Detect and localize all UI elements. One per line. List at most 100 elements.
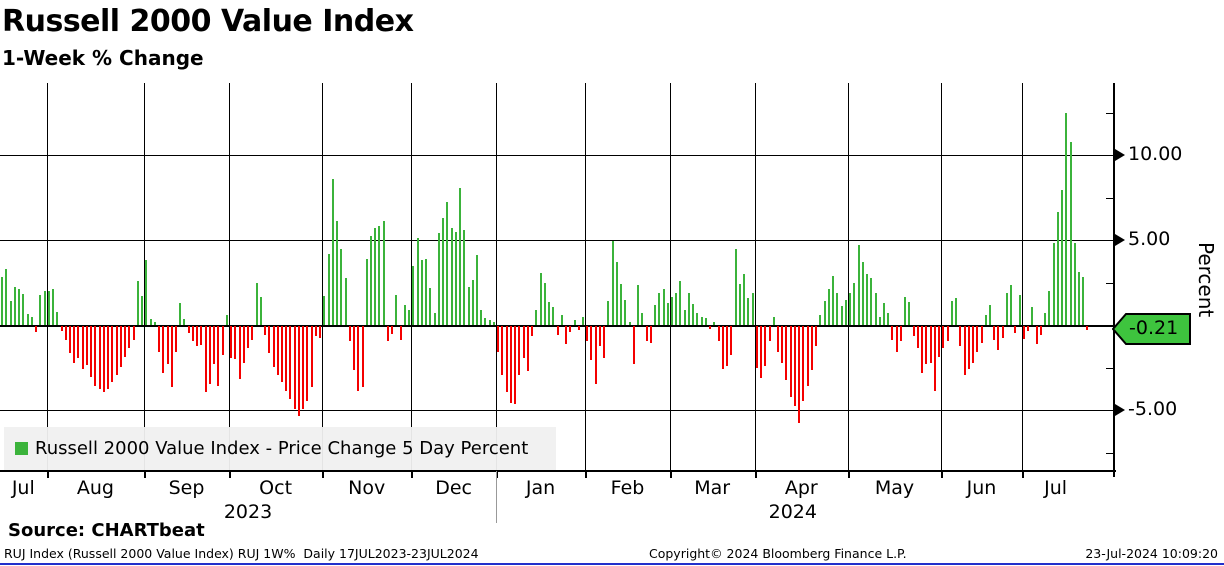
month-label: Jan (525, 477, 556, 499)
bar-up (136, 280, 139, 325)
y-tick-arrow (1115, 149, 1125, 161)
bar-up (340, 248, 343, 325)
month-gridline (496, 83, 497, 470)
bar-down (98, 326, 101, 389)
month-label: Aug (76, 477, 114, 499)
month-tick (754, 471, 757, 478)
bar-up (853, 282, 856, 325)
month-gridline (585, 83, 587, 470)
bar-down (781, 326, 784, 364)
bar-up (450, 228, 453, 325)
bar-down (124, 326, 127, 357)
bar-up (696, 313, 699, 325)
bar-down (806, 326, 809, 386)
bar-down (569, 326, 572, 332)
bar-down (1014, 326, 1017, 333)
month-label: Mar (694, 477, 731, 499)
bar-down (158, 326, 160, 352)
bar-up (52, 289, 54, 325)
bar-up (488, 319, 491, 325)
y-tick-arrow (1115, 404, 1125, 416)
bar-up (442, 217, 444, 325)
bar-down (501, 326, 504, 375)
bar-down (895, 326, 898, 352)
bar-down (391, 326, 394, 334)
bar-up (1056, 211, 1059, 325)
bar-down (238, 326, 241, 379)
bar-down (200, 326, 203, 345)
bar-down (526, 326, 529, 371)
bar-down (111, 326, 114, 383)
bar-up (56, 311, 59, 326)
bar-up (149, 319, 152, 325)
bar-down (361, 326, 364, 388)
bar-up (183, 319, 186, 325)
bar-up (662, 289, 665, 325)
bar-up (560, 314, 563, 325)
bar-down (399, 326, 402, 340)
bar-down (247, 326, 249, 349)
month-tick (322, 471, 325, 478)
bar-down (946, 326, 949, 342)
bar-down (925, 326, 928, 365)
bar-down (632, 326, 635, 365)
bar-down (509, 326, 512, 403)
bar-up (327, 253, 330, 325)
bar-down (815, 326, 818, 347)
bar-down (649, 326, 652, 343)
bar-up (539, 273, 542, 325)
bar-down (386, 326, 389, 341)
month-label: Oct (259, 477, 293, 499)
month-tick (1021, 471, 1024, 478)
bar-up (654, 304, 656, 325)
bar-up (1031, 306, 1034, 326)
bar-up (751, 292, 754, 325)
bar-up (772, 317, 775, 326)
bar-up (22, 293, 25, 326)
last-value-label: -0.21 (1129, 316, 1179, 339)
bar-down (196, 326, 199, 347)
bar-down (64, 326, 67, 341)
bar-down (276, 326, 279, 376)
month-tick (411, 471, 414, 478)
bar-down (348, 326, 351, 342)
bar-down (90, 326, 93, 377)
bar-up (832, 275, 835, 325)
bar-up (1065, 113, 1068, 325)
y-minor-tick (1106, 367, 1115, 369)
bar-up (43, 291, 46, 325)
bar-down (81, 326, 84, 369)
bar-down (603, 326, 606, 359)
bar-up (141, 296, 143, 325)
bar-down (726, 326, 729, 366)
bar-up (344, 278, 347, 326)
bar-down (993, 326, 996, 340)
bar-up (573, 319, 576, 325)
bar-up (836, 292, 839, 325)
timestamp: 23-Jul-2024 10:09:20 (1085, 546, 1218, 561)
bar-down (531, 326, 534, 337)
bar-up (628, 321, 631, 325)
bar-up (1069, 141, 1072, 326)
bar-down (1086, 326, 1089, 330)
bar-up (683, 309, 686, 325)
bar-up (747, 298, 750, 325)
bar-up (18, 289, 21, 325)
bar-down (310, 326, 313, 388)
month-gridline (46, 83, 48, 470)
y-axis-title: Percent (1194, 242, 1218, 318)
bar-down (217, 326, 220, 386)
bar-up (1073, 243, 1076, 325)
month-tick (847, 471, 850, 478)
bar-up (378, 225, 381, 325)
bar-up (743, 274, 745, 325)
bar-down (85, 326, 88, 366)
bar-down (721, 326, 724, 369)
bar-down (891, 326, 894, 340)
bar-down (556, 326, 559, 335)
bar-up (382, 221, 385, 325)
y-minor-tick (1106, 112, 1115, 114)
bar-up (692, 303, 695, 325)
bar-down (916, 326, 919, 349)
